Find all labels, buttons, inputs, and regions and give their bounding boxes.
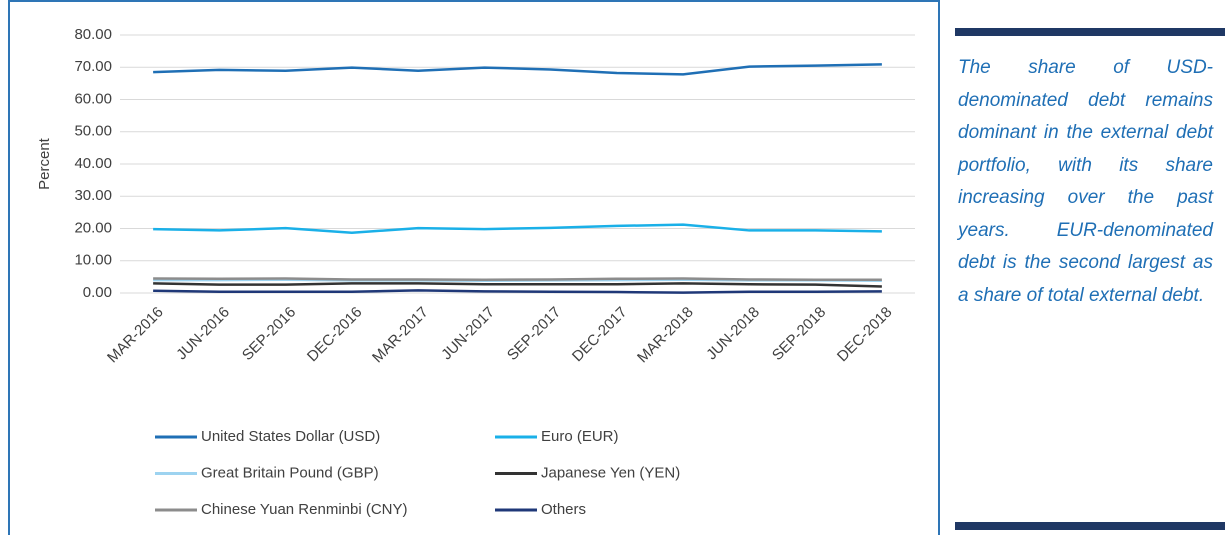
- x-tick-label: JUN-2017: [438, 304, 498, 364]
- chart-frame: [8, 0, 940, 535]
- legend-label: Others: [541, 501, 586, 518]
- x-tick-label: SEP-2018: [769, 304, 829, 364]
- y-tick-label: 50.00: [74, 123, 112, 140]
- x-tick-label: DEC-2017: [569, 304, 631, 366]
- legend-label: United States Dollar (USD): [201, 428, 380, 445]
- legend-label: Japanese Yen (YEN): [541, 464, 680, 481]
- legend-label: Chinese Yuan Renminbi (CNY): [201, 501, 408, 518]
- divider: [955, 28, 1225, 36]
- y-tick-label: 60.00: [74, 90, 112, 107]
- x-tick-label: MAR-2016: [104, 304, 167, 367]
- series-line: [153, 277, 882, 282]
- y-tick-label: 70.00: [74, 58, 112, 75]
- x-tick-label: MAR-2017: [369, 304, 432, 367]
- y-tick-label: 40.00: [74, 155, 112, 172]
- y-axis-label: Percent: [36, 137, 53, 190]
- x-tick-label: MAR-2018: [634, 304, 697, 367]
- side-note: The share of USD-denominated debt remain…: [958, 57, 1213, 306]
- y-tick-label: 20.00: [74, 219, 112, 236]
- x-tick-label: DEC-2018: [834, 304, 896, 366]
- series-line: [153, 282, 882, 288]
- y-tick-label: 30.00: [74, 187, 112, 204]
- legend-label: Great Britain Pound (GBP): [201, 464, 379, 481]
- x-tick-label: SEP-2016: [239, 304, 299, 364]
- series-line: [153, 289, 882, 294]
- y-tick-label: 0.00: [83, 284, 112, 301]
- x-tick-label: JUN-2018: [703, 304, 763, 364]
- series-line: [153, 223, 882, 234]
- divider: [955, 522, 1225, 530]
- y-tick-label: 80.00: [74, 26, 112, 43]
- chart: Percent 0.00 10.00 20.00 30.00 40.00 50.00 60.…: [8, 0, 940, 535]
- series-line: [153, 63, 882, 76]
- legend-label: Euro (EUR): [541, 428, 619, 445]
- x-tick-label: DEC-2016: [304, 304, 366, 366]
- x-tick-label: JUN-2016: [173, 304, 233, 364]
- y-tick-label: 10.00: [74, 252, 112, 269]
- x-tick-label: SEP-2017: [504, 304, 564, 364]
